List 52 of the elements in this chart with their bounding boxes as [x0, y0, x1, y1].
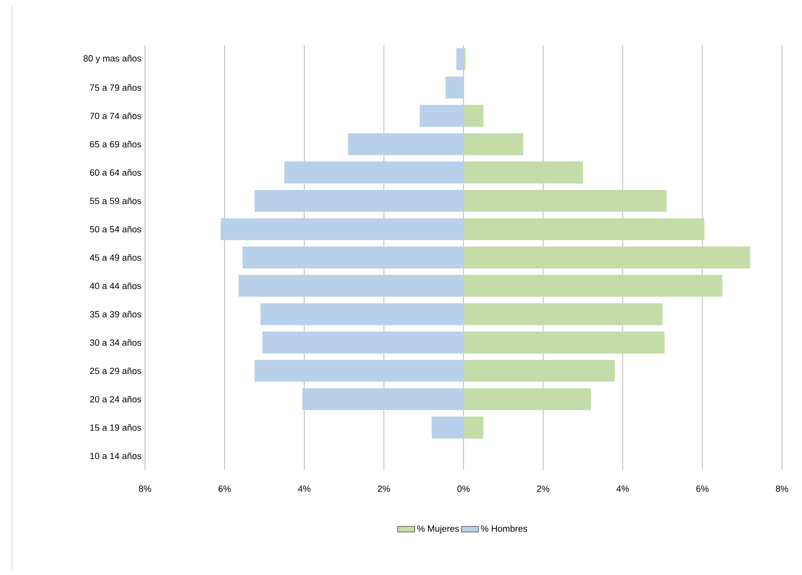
y-tick-label: 70 a 74 años	[90, 112, 142, 120]
y-tick-label: 55 a 59 años	[90, 198, 142, 204]
bar	[464, 303, 663, 326]
y-tick-label: 80 y mas años	[84, 55, 142, 64]
x-tick-label: 8%	[776, 486, 788, 492]
bar	[464, 360, 615, 382]
bar	[464, 332, 665, 354]
bar	[464, 133, 524, 156]
y-tick-label: 60 a 64 años	[90, 169, 142, 176]
y-tick-label: 50 a 54 años	[90, 226, 142, 232]
y-tick-label: 65 a 69 años	[90, 140, 142, 148]
y-tick-label: 45 a 49 años	[90, 254, 142, 261]
y-tick-label: 40 a 44 años	[90, 282, 142, 290]
bar	[464, 218, 704, 240]
bar	[420, 104, 464, 127]
bar	[464, 246, 750, 268]
bar	[348, 133, 464, 156]
x-tick-label: 6%	[696, 486, 709, 492]
legend-label: % Mujeres	[417, 525, 459, 534]
x-tick-label: 4%	[616, 486, 629, 492]
y-tick-label: 35 a 39 años	[90, 310, 142, 318]
bar	[260, 303, 464, 326]
x-tick-label: 0%	[457, 486, 470, 492]
bar	[464, 190, 667, 212]
bar	[238, 274, 464, 297]
x-tick-label: 2%	[537, 486, 550, 492]
x-tick-label: 2%	[378, 486, 390, 492]
x-tick-label: 8%	[138, 486, 152, 492]
bar	[464, 162, 583, 184]
bar	[446, 76, 464, 98]
bar	[262, 332, 464, 354]
bar	[242, 246, 464, 268]
bar	[220, 218, 464, 240]
y-tick-label: 10 a 14 años	[90, 452, 142, 460]
y-tick-label: 25 a 29 años	[90, 368, 142, 374]
x-tick-label: 4%	[298, 486, 310, 492]
bar	[254, 190, 464, 212]
bar	[464, 274, 722, 297]
bar	[464, 388, 591, 410]
bar	[302, 388, 464, 410]
bar	[254, 360, 464, 382]
y-tick-label: 15 a 19 años	[90, 424, 142, 431]
y-tick-label: 20 a 24 años	[90, 396, 142, 402]
x-tick-label: 6%	[218, 486, 231, 492]
y-tick-label: 75 a 79 años	[90, 84, 142, 91]
legend-label: % Hombres	[480, 525, 528, 532]
y-tick-label: 30 a 34 años	[90, 339, 142, 346]
bar	[464, 104, 484, 127]
bar	[432, 416, 464, 438]
bar	[464, 416, 484, 438]
bar	[456, 48, 464, 70]
bar	[284, 162, 464, 184]
